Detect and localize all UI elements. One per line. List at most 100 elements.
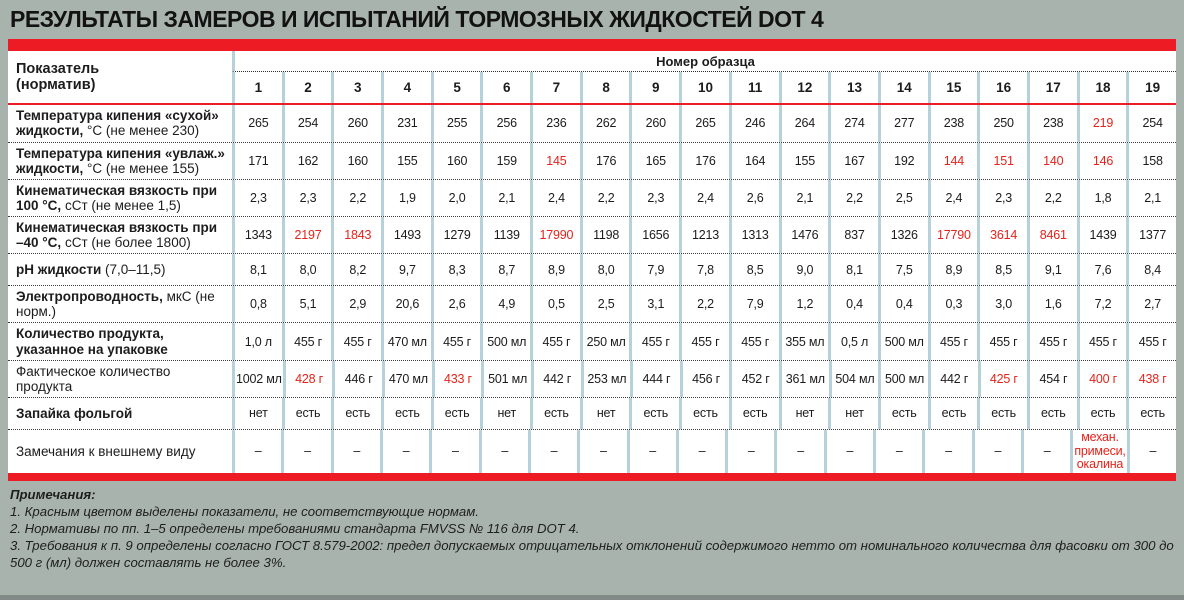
value-cell: 236 [530,105,580,142]
value-cell: 9,0 [778,254,829,286]
value-cell: – [675,429,725,474]
value-cell: 446 г [332,360,382,397]
value-cell: 455 г [331,323,381,360]
value-cell: 500 мл [480,323,530,360]
value-cell: 0,5 л [828,323,878,360]
value-cell: 17990 [530,216,580,254]
value-cell: 1,9 [381,179,431,216]
row-label: Количество продукта, указанное на упаков… [16,326,168,357]
sample-number-header: 13 [828,72,878,104]
value-cell: 2,3 [232,179,282,216]
indicator-header-line1: Показатель [16,60,100,77]
value-cell: 164 [728,142,779,179]
value-cell: 1,0 л [232,323,282,360]
value-cell: – [577,429,626,474]
table-body: Температура кипения «сухой» жидкости, °С… [8,105,1176,474]
value-cell: 4,9 [480,286,530,323]
value-cell: 256 [480,105,530,142]
value-cell: 1198 [579,216,630,254]
row-label: рН жидкости (7,0–11,5) [16,262,166,278]
value-cell: 8,2 [331,254,381,286]
value-cell: 0,4 [828,286,878,323]
value-cell: 455 г [430,323,481,360]
table-row: рН жидкости (7,0–11,5) 8,1 8,0 8,2 9,7 8,3 8,7… [8,253,1176,286]
value-cell: 8,4 [1126,254,1176,286]
value-cell: есть [679,397,729,429]
value-cell: 456 г [679,360,730,397]
value-cell: нет [828,397,878,429]
value-cell: 2,6 [728,179,779,216]
value-cell: 1,2 [778,286,829,323]
value-cell: есть [977,397,1027,429]
value-cell: 8,1 [828,254,878,286]
value-cell: 146 [1076,142,1127,179]
value-cell: 160 [331,142,381,179]
value-cell: 3614 [977,216,1027,254]
table-top-accent-bar [8,39,1176,52]
value-cell: 260 [629,105,679,142]
sample-number-header: 12 [778,72,829,104]
value-cell: 158 [1126,142,1176,179]
value-cell: 253 мл [580,360,631,397]
value-cell: 454 г [1027,360,1077,397]
value-cell: 246 [728,105,779,142]
value-cell: 140 [1026,142,1077,179]
value-cell: 265 [679,105,729,142]
value-cell: – [626,429,676,474]
value-cell: 155 [381,142,431,179]
value-cell: 837 [828,216,878,254]
value-cell: 176 [679,142,729,179]
value-cell: 0,8 [232,286,282,323]
value-cell: 504 мл [828,360,879,397]
value-cell: 9,1 [1026,254,1077,286]
value-cell: 1,6 [1026,286,1077,323]
value-cell: – [330,429,380,474]
value-cell: 455 г [530,323,580,360]
page-title: РЕЗУЛЬТАТЫ ЗАМЕРОВ И ИСПЫТАНИЙ ТОРМОЗНЫХ… [10,6,824,32]
value-cell: 455 г [977,323,1027,360]
sample-number-header: 8 [579,72,630,104]
value-cell: 238 [927,105,978,142]
value-cell: 355 мл [778,323,829,360]
value-cell: 1002 мл [232,360,283,397]
value-cell: 2,2 [331,179,381,216]
value-cell: – [1021,429,1070,474]
value-cell: 2,1 [480,179,530,216]
value-cell: 2,5 [579,286,630,323]
value-cell: 1279 [430,216,481,254]
value-cell: – [429,429,478,474]
value-cell: 2197 [281,216,332,254]
value-cell: – [823,429,873,474]
value-cell: 2,2 [828,179,878,216]
value-cell: 254 [1126,105,1176,142]
row-label: Фактическое количество продукта [16,363,171,394]
value-cell: 255 [430,105,481,142]
value-cell: нет [480,397,530,429]
value-cell: 145 [530,142,580,179]
value-cell: 501 мл [481,360,531,397]
row-label: Замечания к внешнему виду [16,443,196,459]
value-cell: – [922,429,971,474]
value-cell: – [379,429,429,474]
value-cell: 159 [480,142,530,179]
value-cell: 155 [778,142,829,179]
value-cell: 455 г [1126,323,1176,360]
value-cell: 7,9 [629,254,679,286]
value-cell: 277 [877,105,928,142]
value-cell: 2,2 [1026,179,1077,216]
value-cell: 3,1 [629,286,679,323]
indicator-column-header: Показатель (норматив) [8,51,232,103]
value-cell: 7,8 [679,254,729,286]
notes-block: Примечания: 1. Красным цветом выделены п… [8,481,1176,571]
value-cell: 0,4 [877,286,928,323]
value-cell: 2,7 [1126,286,1176,323]
value-cell: 8,0 [579,254,630,286]
value-cell: 7,9 [728,286,779,323]
row-label: Запайка фольгой [16,405,133,421]
value-cell: есть [281,397,332,429]
table-row: Электропроводность, мкС (не норм.) 0,8 5,1… [8,285,1176,323]
value-cell: 265 [232,105,282,142]
sample-number-header: 7 [530,72,580,104]
